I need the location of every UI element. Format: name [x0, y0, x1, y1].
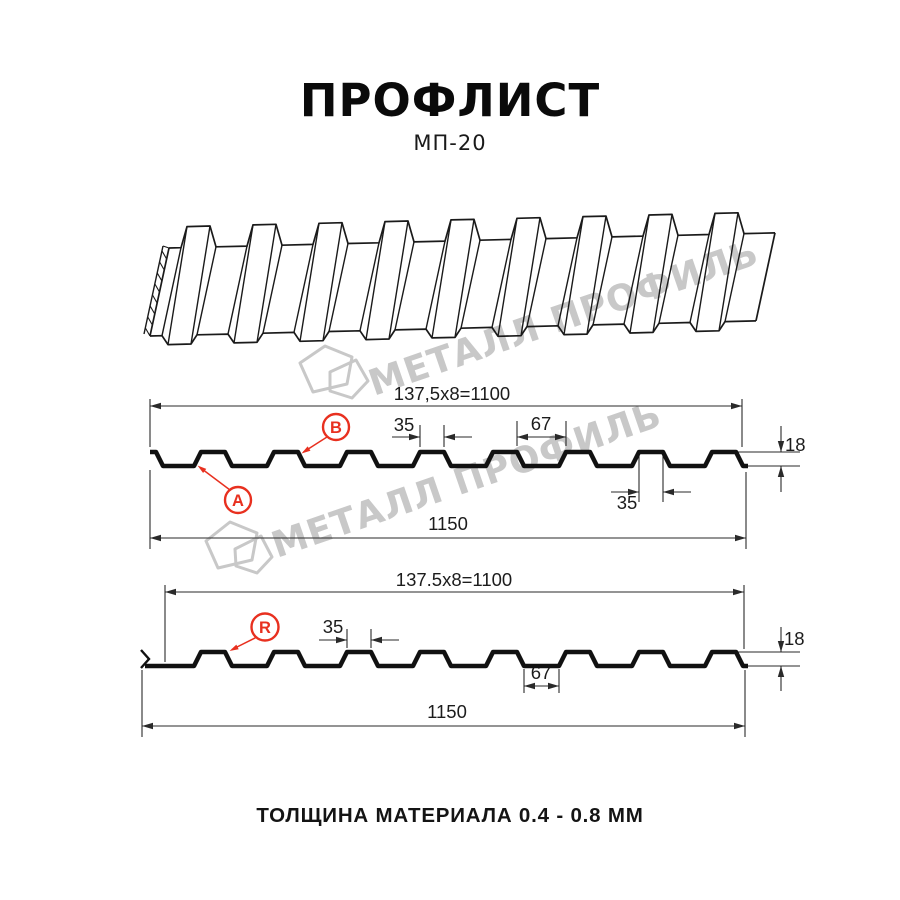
dim-crest-label: 35 [323, 616, 344, 637]
dim-crest-bottom-label: 35 [617, 492, 638, 513]
profile-line [145, 649, 748, 669]
cross-section-top: 137,5x8=1100 35 67 18 35 1150 B A [149, 383, 806, 549]
page-title: ПРОФЛИСТ [300, 74, 600, 127]
dim-height-label: 18 [784, 628, 805, 649]
dim-overall-label: 1150 [428, 513, 468, 534]
callout-circle-a [223, 485, 253, 515]
sheet-3d-view [143, 211, 776, 346]
page-subtitle: МП-20 [413, 131, 486, 155]
profile-line [150, 449, 748, 469]
material-thickness-note: ТОЛЩИНА МАТЕРИАЛА 0.4 - 0.8 ММ [256, 804, 643, 827]
watermark-text-2: МЕТАЛЛ ПРОФИЛЬ [267, 394, 668, 566]
callout-label-a: A [232, 492, 244, 510]
dim-height-label: 18 [785, 434, 806, 455]
dim-overall-label: 1150 [427, 701, 467, 722]
cross-section-bottom: 137.5x8=1100 35 67 18 1150 R [140, 569, 805, 737]
metall-profil-logo-icon [298, 344, 370, 400]
dim-pitch-label: 137.5x8=1100 [396, 569, 512, 590]
sheet-near-edge [149, 320, 757, 346]
dim-trough-label: 67 [531, 413, 552, 434]
callout-circle-b [321, 412, 351, 442]
dim-pitch-label: 137,5x8=1100 [394, 383, 510, 404]
callout-circle-r [250, 612, 280, 642]
callout-label-b: B [330, 419, 342, 437]
callout-label-r: R [259, 619, 271, 637]
break-mark [140, 649, 151, 669]
sheet-far-edge [168, 211, 776, 249]
dim-crest-label: 35 [394, 414, 415, 435]
metall-profil-logo-icon [204, 520, 274, 575]
